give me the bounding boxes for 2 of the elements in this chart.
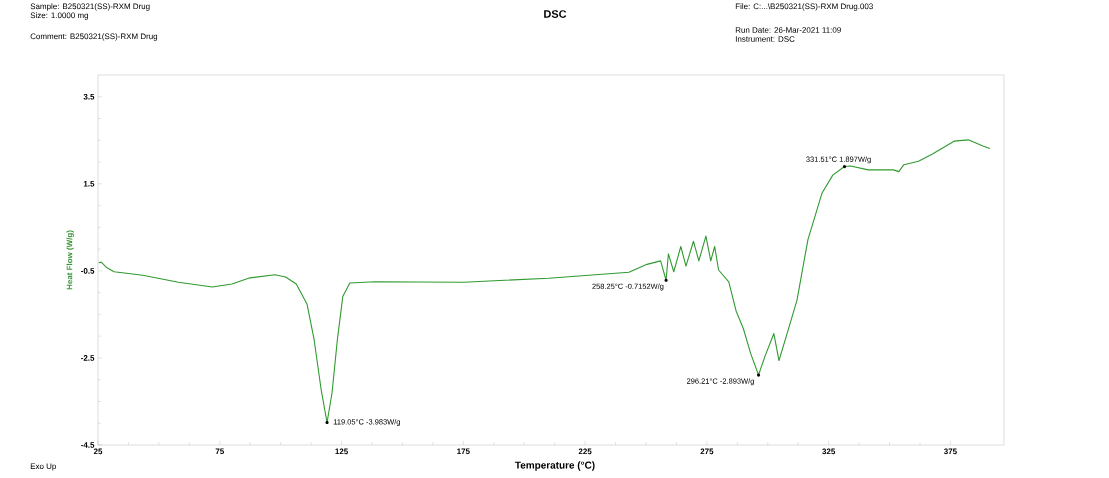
- x-axis-title: Temperature (°C): [515, 461, 595, 471]
- chart-title: DSC: [544, 10, 567, 18]
